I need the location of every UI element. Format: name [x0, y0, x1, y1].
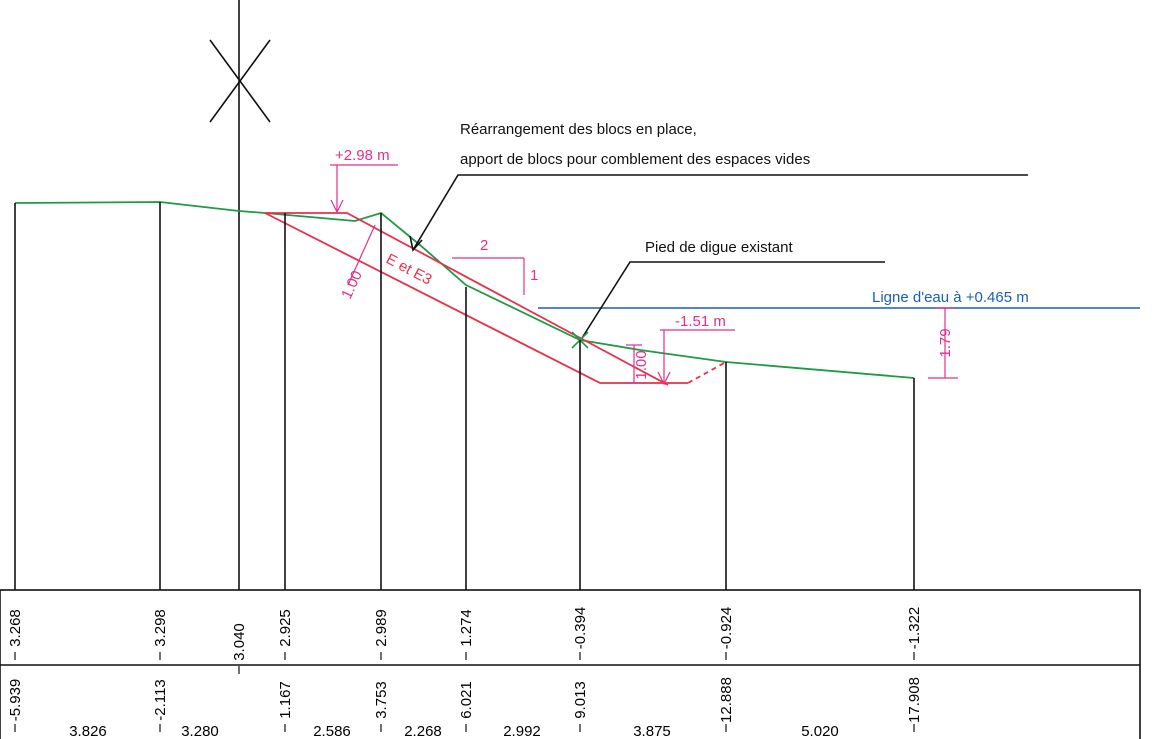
toe-level: -1.51 m — [675, 313, 726, 330]
ground-profile — [14, 201, 915, 379]
note-leader — [412, 174, 1028, 251]
design-slope-top — [265, 212, 669, 386]
elevation-label: -1.322 — [906, 607, 923, 650]
thickness-slope: 1.00 — [338, 268, 366, 302]
elevation-label: 3.040 — [231, 623, 248, 661]
note-line: Réarrangement des blocs en place, — [460, 121, 697, 138]
thickness-toe: 1.00 — [633, 350, 650, 379]
spacing-label: 5.020 — [801, 723, 839, 739]
distance-label: 1.167 — [277, 681, 294, 719]
toe-leader — [581, 261, 885, 339]
distance-label: 9.013 — [572, 681, 589, 719]
dimension — [347, 224, 376, 286]
spacing-label: 3.280 — [181, 723, 219, 739]
spacing-label: 3.826 — [69, 723, 107, 739]
distance-label: 17.908 — [906, 677, 923, 723]
elevation-label: -0.394 — [572, 607, 589, 650]
distance-label: -5.939 — [7, 679, 24, 722]
arrow — [409, 235, 423, 252]
slope-run-label: 2 — [480, 237, 488, 254]
elevation-label: 3.268 — [7, 609, 24, 647]
spacing-label: 2.268 — [404, 723, 442, 739]
water-depth: 1.79 — [937, 328, 954, 357]
elevation-label: 1.274 — [458, 609, 475, 647]
arrow — [657, 371, 671, 386]
elevation-label: -0.924 — [718, 607, 735, 650]
note-line: apport de blocs pour comblement des espa… — [460, 151, 810, 168]
toe-label: Pied de digue existant — [645, 239, 793, 256]
design-dashed — [687, 361, 727, 384]
arrow — [330, 199, 344, 214]
elevation-label: 2.989 — [373, 609, 390, 647]
design-slope-bottom — [264, 212, 688, 384]
elevation-label: 3.298 — [152, 609, 169, 647]
distance-label: 6.021 — [458, 681, 475, 719]
axis-symbol — [209, 39, 271, 123]
water-label: Ligne d'eau à +0.465 m — [872, 289, 1029, 306]
table-frame — [0, 589, 1141, 739]
spacing-label: 2.586 — [313, 723, 351, 739]
distance-label: 12.888 — [718, 677, 735, 723]
crest-level: +2.98 m — [335, 147, 390, 164]
spacing-label: 2.992 — [503, 723, 541, 739]
spacing-label: 3.875 — [633, 723, 671, 739]
elevation-label: 2.925 — [277, 609, 294, 647]
distance-label: 3.753 — [373, 681, 390, 719]
distance-label: -2.113 — [152, 679, 169, 720]
slope-rise-label: 1 — [530, 267, 538, 284]
